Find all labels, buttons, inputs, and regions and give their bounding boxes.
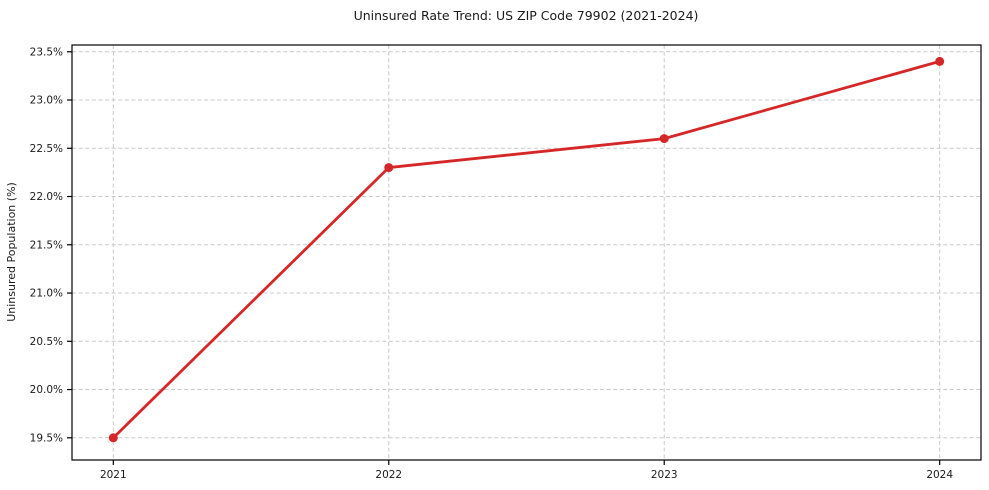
y-tick-label: 22.5% xyxy=(30,143,63,155)
chart-title: Uninsured Rate Trend: US ZIP Code 79902 … xyxy=(354,8,699,23)
x-tick-label: 2024 xyxy=(926,469,953,481)
x-tick-label: 2023 xyxy=(651,469,678,481)
series-layer xyxy=(108,56,945,443)
y-tick-label: 20.0% xyxy=(30,384,63,396)
y-tick-label: 19.5% xyxy=(30,432,63,444)
data-point xyxy=(384,163,394,173)
x-tick-label: 2021 xyxy=(100,469,127,481)
data-point xyxy=(108,433,118,443)
y-tick-label: 20.5% xyxy=(30,336,63,348)
x-tick-label: 2022 xyxy=(375,469,402,481)
grid-layer xyxy=(72,45,981,460)
trend-line xyxy=(111,60,942,440)
data-point xyxy=(659,134,669,144)
y-tick-label: 23.5% xyxy=(30,46,63,58)
y-axis-label: Uninsured Population (%) xyxy=(5,182,18,322)
y-tick-label: 21.0% xyxy=(30,288,63,300)
data-point xyxy=(935,56,945,66)
tick-layer: 19.5% 20.0% 20.5% 21.0% 21.5% 22.0% 22.5% 23.0%… xyxy=(30,46,954,481)
plot-border xyxy=(71,44,982,461)
y-tick-label: 21.5% xyxy=(30,239,63,251)
y-tick-label: 23.0% xyxy=(30,95,63,107)
y-tick-label: 22.0% xyxy=(30,191,63,203)
